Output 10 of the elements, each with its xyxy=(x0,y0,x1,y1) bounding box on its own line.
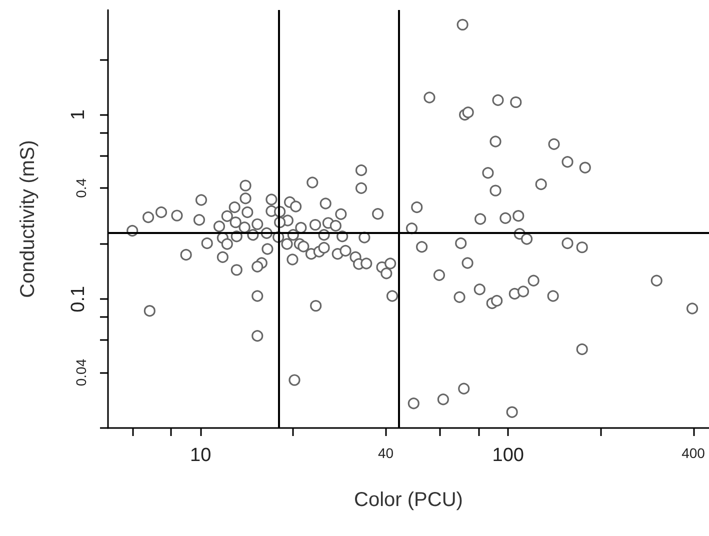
x-tick-label: 100 xyxy=(492,445,524,466)
y-tick-label: 0.4 xyxy=(73,178,89,198)
x-axis-title: Color (PCU) xyxy=(354,489,463,511)
y-axis-title: Conductivity (mS) xyxy=(17,140,39,298)
y-tick-label: 1 xyxy=(68,109,89,120)
x-tick-label: 400 xyxy=(682,445,706,461)
y-tick-label: 0.1 xyxy=(68,286,89,312)
x-tick-label: 10 xyxy=(190,445,212,466)
x-tick-label: 40 xyxy=(378,445,394,461)
y-tick-label: 0.04 xyxy=(73,358,89,386)
